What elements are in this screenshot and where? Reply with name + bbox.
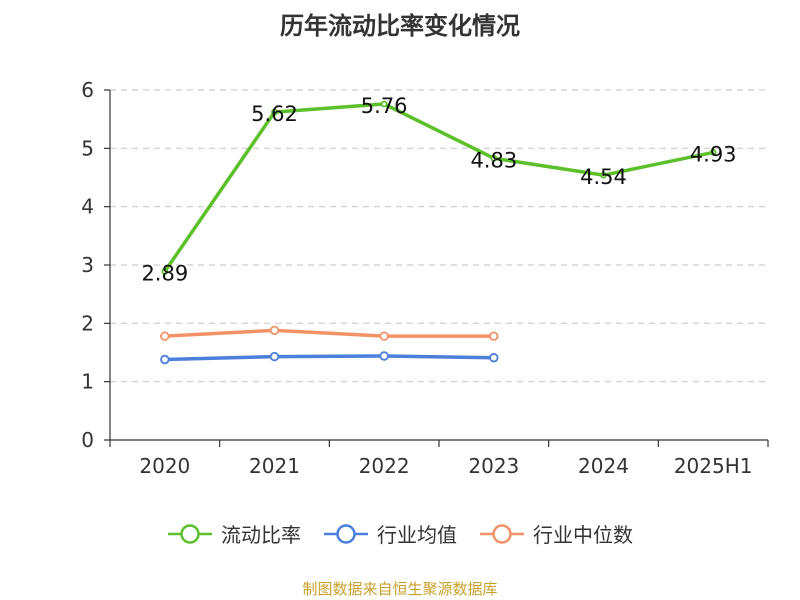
data-point-industry-median [489,331,499,341]
data-label: 5.76 [361,94,408,118]
y-tick-label: 2 [81,311,94,335]
data-point-current-ratio [709,149,717,156]
data-point-current-ratio [600,171,607,179]
legend-marker-industry-avg [324,523,368,544]
source-note: 制图数据来自恒生聚源数据库 [302,580,498,598]
data-label: 5.62 [251,102,298,126]
x-tick-label: 2020 [139,454,190,478]
data-label: 4.54 [580,165,627,189]
y-tick-label: 4 [81,195,94,219]
data-label: 4.83 [470,148,517,172]
x-tick-label: 2023 [468,454,519,478]
legend-label-industry-avg: 行业均值 [377,523,457,547]
series-line-industry-median [163,328,496,338]
x-tick-label: 2024 [578,454,629,478]
data-point-current-ratio [271,108,278,116]
series-line-industry-avg [163,354,496,362]
chart-title: 历年流动比率变化情况 [280,12,520,40]
data-point-industry-median [269,325,280,336]
x-tick-label: 2022 [359,454,410,478]
legend: 流动比率 行业均值 行业中位数 [0,519,800,548]
legend-marker-current-ratio [168,523,212,544]
data-label: 2.89 [141,261,188,285]
data-point-industry-avg [489,353,499,363]
y-tick-label: 5 [81,136,94,160]
legend-marker-industry-median [480,523,524,544]
x-tick-label: 2021 [249,454,300,478]
y-tick-label: 3 [81,253,94,277]
legend-item-industry-avg[interactable]: 行业均值 [323,519,457,548]
data-point-current-ratio [490,154,498,162]
series-line-current-ratio [163,102,715,274]
data-point-current-ratio [380,100,388,108]
data-point-industry-median [160,331,170,341]
y-tick-label: 0 [81,428,94,452]
data-point-industry-avg [269,351,280,362]
legend-item-current-ratio[interactable]: 流动比率 [167,519,301,548]
data-point-industry-avg [160,354,170,365]
y-tick-label: 1 [81,370,94,394]
x-tick-label: 2025H1 [674,454,753,478]
data-point-industry-avg [379,351,389,361]
data-label: 4.93 [690,142,737,166]
data-point-industry-median [379,331,389,341]
data-point-current-ratio [161,268,169,275]
legend-item-industry-median[interactable]: 行业中位数 [479,519,633,548]
legend-label-current-ratio: 流动比率 [221,523,301,547]
y-tick-label: 6 [81,78,94,102]
legend-label-industry-median: 行业中位数 [533,523,633,547]
